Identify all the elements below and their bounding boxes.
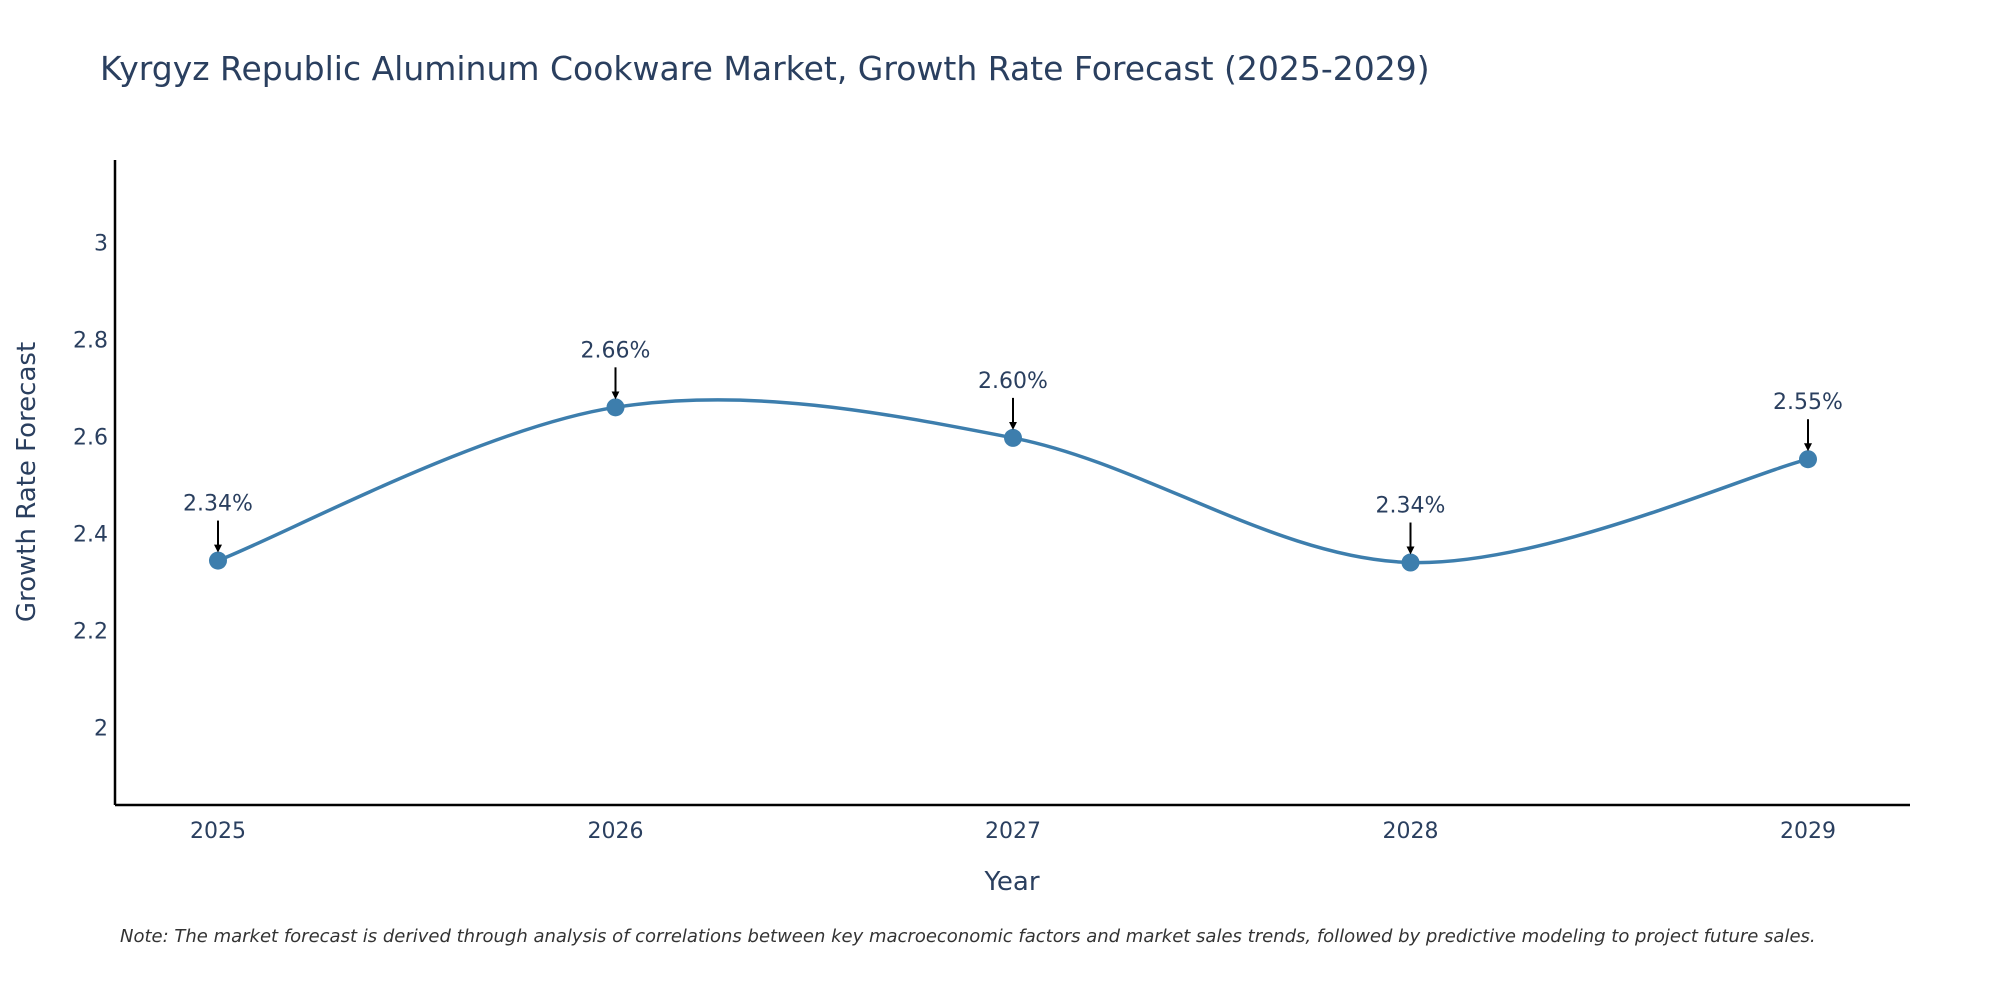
data-labels: 2.34% 2.66% 2.60% 2.34% 2.55% [183,338,1843,555]
data-points [209,398,1817,572]
y-axis-title: Growth Rate Forecast [12,342,42,622]
x-axis-ticks: 2025 2026 2027 2028 2029 [190,819,1836,844]
data-label: 2.34% [1376,494,1446,519]
data-point [1401,553,1420,572]
x-tick-label: 2026 [588,819,644,844]
data-point [606,398,625,417]
y-tick-label: 3 [94,231,108,256]
y-tick-label: 2.4 [73,522,108,547]
footnote: Note: The market forecast is derived thr… [120,926,1816,947]
data-point [209,551,227,570]
y-tick-label: 2.6 [73,425,108,450]
x-tick-label: 2027 [985,819,1041,844]
y-axis-ticks: 2 2.2 2.4 2.6 2.8 3 [73,231,108,741]
y-tick-label: 2.8 [73,328,108,353]
data-label: 2.55% [1773,390,1843,415]
data-label: 2.66% [581,338,651,363]
data-point [1799,450,1817,469]
data-label: 2.60% [978,369,1048,394]
data-point [1004,428,1022,447]
x-tick-label: 2028 [1383,819,1439,844]
data-label: 2.34% [183,492,253,517]
chart-title: Kyrgyz Republic Aluminum Cookware Market… [100,49,1430,88]
x-tick-label: 2029 [1780,819,1836,844]
x-tick-label: 2025 [190,819,246,844]
y-tick-label: 2 [94,716,108,741]
y-tick-label: 2.2 [73,619,108,644]
x-axis-title: Year [983,867,1039,897]
